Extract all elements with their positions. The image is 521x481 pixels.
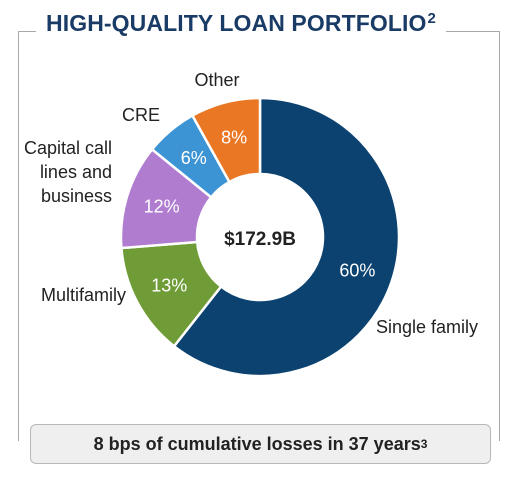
category-label-multifamily: Multifamily <box>41 285 126 305</box>
slice-other <box>191 96 262 184</box>
slice-value-labels: 60% 13% 12% 6% 8% <box>144 127 376 295</box>
slice-value-multifamily: 13% <box>151 276 187 296</box>
slice-value-other: 8% <box>221 127 247 147</box>
category-label-single-family: Single family <box>376 317 478 337</box>
page-title: HIGH-QUALITY LOAN PORTFOLIO2 <box>36 10 446 37</box>
footnote-box: 8 bps of cumulative losses in 37 years 3 <box>30 424 491 464</box>
slice-single-family <box>172 96 401 378</box>
category-labels: Single family Multifamily Capital call line… <box>24 70 478 337</box>
category-label-capital-call-lines-and-business: Capital call lines and business <box>24 138 112 206</box>
footnote-text: 8 bps of cumulative losses in 37 years <box>93 433 421 454</box>
category-label-cre: CRE <box>122 105 160 125</box>
category-label-other: Other <box>194 70 239 90</box>
slice-value-single-family: 60% <box>339 261 375 281</box>
center-total-label: $172.9B <box>224 229 296 250</box>
slice-value-capital-call-lines-and-business: 12% <box>144 196 180 216</box>
slice-value-cre: 6% <box>181 148 207 168</box>
footnote-superscript: 3 <box>420 437 428 451</box>
title-superscript: 2 <box>427 10 436 27</box>
donut-slices <box>119 96 401 378</box>
title-text: HIGH-QUALITY LOAN PORTFOLIO <box>46 10 427 36</box>
